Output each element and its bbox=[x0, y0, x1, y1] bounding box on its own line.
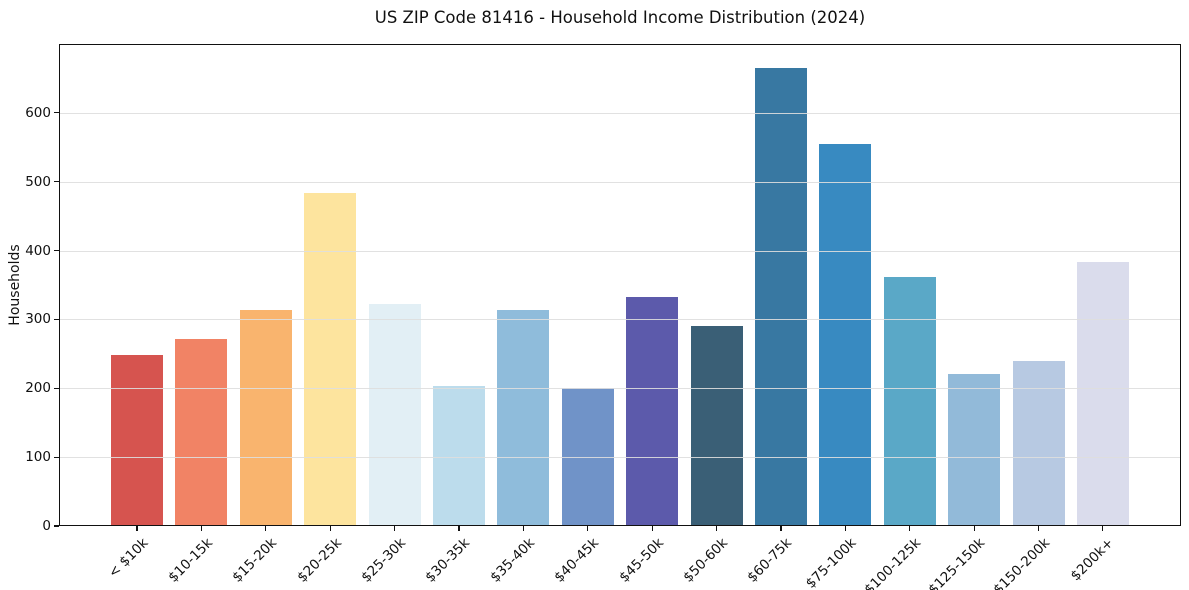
bar-3 bbox=[239, 310, 292, 526]
x-tick-mark bbox=[780, 526, 782, 531]
y-tick-mark bbox=[54, 525, 59, 527]
y-tick-mark bbox=[54, 112, 59, 114]
y-tick-label: 300 bbox=[25, 311, 51, 328]
y-tick-label: 500 bbox=[25, 173, 51, 190]
bar-15 bbox=[1012, 360, 1065, 526]
x-tick-mark bbox=[844, 526, 846, 531]
x-tick-mark bbox=[1102, 526, 1104, 531]
plot-area bbox=[59, 44, 1181, 526]
x-tick-label: $45-50k bbox=[615, 535, 667, 586]
x-tick-label: < $10k bbox=[105, 535, 152, 582]
y-tick-label: 100 bbox=[25, 449, 51, 466]
gridline-400 bbox=[59, 250, 1181, 252]
x-tick-label: $200k+ bbox=[1068, 535, 1118, 585]
bar-6 bbox=[433, 386, 486, 526]
x-tick-label: $35-40k bbox=[487, 535, 538, 586]
y-tick-mark bbox=[54, 456, 59, 458]
y-tick-mark bbox=[54, 318, 59, 321]
bar-13 bbox=[883, 276, 936, 526]
x-tick-label: $125-150k bbox=[925, 535, 989, 590]
bar-4 bbox=[304, 192, 357, 526]
bar-7 bbox=[497, 309, 550, 526]
x-tick-label: $25-30k bbox=[358, 535, 409, 586]
x-tick-label: $100-125k bbox=[861, 535, 925, 590]
y-tick-label: 600 bbox=[25, 104, 51, 121]
gridline-300 bbox=[59, 319, 1181, 321]
y-tick-label: 200 bbox=[25, 380, 51, 397]
bar-14 bbox=[948, 373, 1001, 526]
x-tick-mark bbox=[522, 526, 524, 531]
x-tick-label: $15-20k bbox=[229, 535, 281, 586]
bar-12 bbox=[819, 143, 872, 526]
chart-title: US ZIP Code 81416 - Household Income Dis… bbox=[374, 8, 866, 27]
x-tick-label: $40-45k bbox=[551, 535, 603, 586]
x-tick-mark bbox=[651, 526, 653, 531]
x-tick-mark bbox=[715, 526, 718, 531]
x-tick-mark bbox=[265, 526, 267, 531]
x-tick-mark bbox=[394, 526, 396, 531]
x-tick-label: $30-35k bbox=[422, 535, 474, 586]
x-tick-mark bbox=[136, 526, 138, 531]
y-tick-mark bbox=[54, 181, 59, 183]
y-tick-label: 0 bbox=[42, 518, 51, 534]
gridline-600 bbox=[59, 112, 1181, 114]
gridline-500 bbox=[59, 181, 1181, 183]
x-tick-mark bbox=[587, 526, 589, 531]
x-tick-mark bbox=[973, 526, 975, 531]
bar-11 bbox=[754, 68, 807, 526]
bar-2 bbox=[175, 339, 228, 526]
x-tick-label: $75-100k bbox=[802, 535, 860, 590]
x-tick-mark bbox=[200, 526, 203, 531]
gridline-100 bbox=[59, 457, 1181, 459]
y-tick-label: 400 bbox=[25, 242, 51, 259]
x-tick-label: $60-75k bbox=[744, 535, 796, 586]
x-tick-mark bbox=[909, 526, 911, 531]
x-tick-label: $50-60k bbox=[680, 535, 731, 586]
x-tick-label: $150-200k bbox=[990, 535, 1053, 590]
bar-16 bbox=[1076, 261, 1129, 526]
bar-1 bbox=[111, 355, 164, 526]
y-tick-mark bbox=[54, 249, 59, 252]
bar-5 bbox=[368, 303, 421, 526]
x-tick-mark bbox=[458, 526, 460, 531]
x-tick-mark bbox=[1037, 526, 1040, 531]
x-tick-label: $20-25k bbox=[293, 535, 345, 586]
x-tick-mark bbox=[329, 526, 331, 531]
y-tick-mark bbox=[54, 387, 59, 389]
bar-10 bbox=[690, 326, 743, 526]
gridline-200 bbox=[59, 388, 1181, 390]
x-tick-label: $10-15k bbox=[165, 535, 216, 586]
bar-9 bbox=[626, 297, 679, 526]
